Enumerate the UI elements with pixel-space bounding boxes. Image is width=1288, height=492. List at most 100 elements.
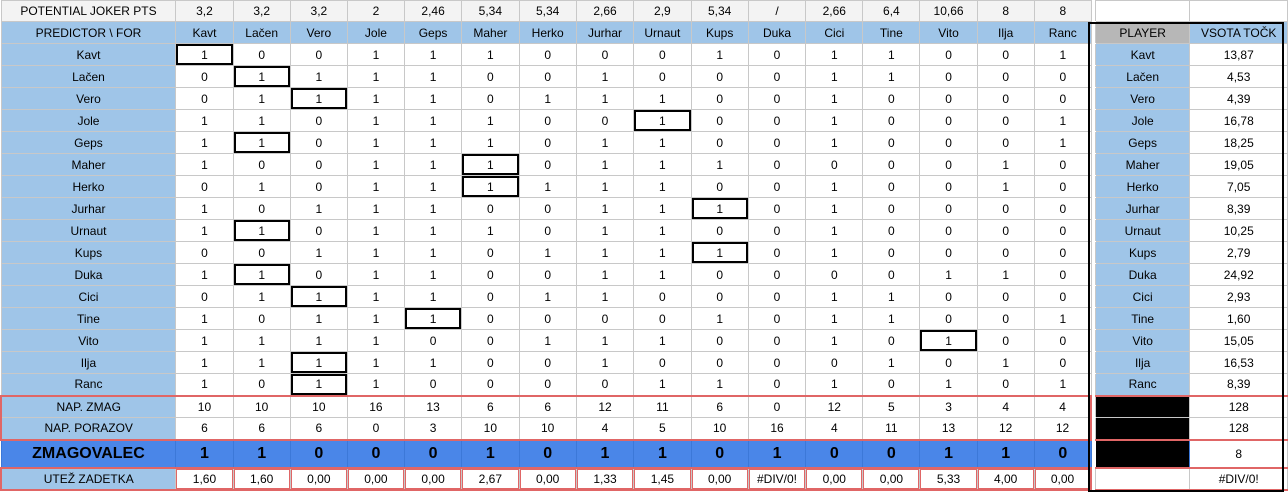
prediction-cell[interactable]: 1 <box>289 351 348 374</box>
prediction-cell[interactable]: 1 <box>346 373 405 396</box>
prediction-cell[interactable]: 1 <box>346 285 405 308</box>
prediction-cell[interactable]: 1 <box>232 285 291 308</box>
utez-zadetka-cell[interactable]: 0,00 <box>690 466 749 491</box>
utez-zadetka-cell[interactable]: 0,00 <box>346 466 405 491</box>
prediction-cell[interactable]: 1 <box>175 131 234 154</box>
prediction-cell[interactable]: 0 <box>403 329 463 352</box>
player-points[interactable]: 4,53 <box>1189 65 1288 88</box>
prediction-cell[interactable]: 0 <box>289 131 348 154</box>
prediction-cell[interactable]: 1 <box>346 109 405 132</box>
prediction-cell[interactable]: 1 <box>346 307 405 330</box>
prediction-cell[interactable]: 1 <box>1033 307 1092 330</box>
column-header-tine[interactable]: Tine <box>862 21 921 44</box>
zmagovalec-cell[interactable]: 1 <box>232 439 291 468</box>
column-header-jurhar[interactable]: Jurhar <box>575 21 635 44</box>
prediction-cell[interactable]: 1 <box>575 329 635 352</box>
joker-pts-label[interactable]: POTENTIAL JOKER PTS <box>0 0 177 22</box>
predictor-name[interactable]: Vito <box>0 329 177 352</box>
prediction-cell[interactable]: 1 <box>403 87 463 110</box>
prediction-cell[interactable]: 0 <box>862 153 921 176</box>
prediction-cell[interactable]: 1 <box>461 131 520 154</box>
prediction-cell[interactable]: 0 <box>232 43 291 66</box>
prediction-cell[interactable]: 1 <box>232 131 291 154</box>
player-points[interactable]: 8,39 <box>1189 197 1288 220</box>
prediction-cell[interactable]: 1 <box>805 65 864 88</box>
predictor-name[interactable]: Ranc <box>0 373 177 396</box>
empty-cell[interactable] <box>1094 466 1191 491</box>
prediction-cell[interactable]: 0 <box>461 263 520 286</box>
prediction-cell[interactable]: 0 <box>1033 351 1092 374</box>
nap-zmag-cell[interactable]: 10 <box>232 394 291 418</box>
prediction-cell[interactable]: 0 <box>690 175 749 198</box>
prediction-cell[interactable]: 0 <box>919 87 978 110</box>
predictor-name[interactable]: Maher <box>0 153 177 176</box>
prediction-cell[interactable]: 1 <box>633 219 692 242</box>
prediction-cell[interactable]: 0 <box>919 285 978 308</box>
predictor-name[interactable]: Kavt <box>0 43 177 66</box>
prediction-cell[interactable]: 0 <box>747 285 807 308</box>
prediction-cell[interactable]: 0 <box>747 43 807 66</box>
corner-header[interactable]: PREDICTOR \ FOR <box>0 21 177 44</box>
zmagovalec-cell[interactable]: 1 <box>919 439 978 468</box>
prediction-cell[interactable]: 0 <box>461 307 520 330</box>
prediction-cell[interactable]: 1 <box>518 241 577 264</box>
prediction-cell[interactable]: 0 <box>575 373 635 396</box>
prediction-cell[interactable]: 1 <box>518 329 577 352</box>
prediction-cell[interactable]: 0 <box>690 219 749 242</box>
nap-zmag-cell[interactable]: 5 <box>862 394 921 418</box>
prediction-cell[interactable]: 0 <box>747 263 807 286</box>
prediction-cell[interactable]: 0 <box>862 175 921 198</box>
prediction-cell[interactable]: 0 <box>747 87 807 110</box>
prediction-cell[interactable]: 1 <box>346 65 405 88</box>
prediction-cell[interactable]: 0 <box>232 373 291 396</box>
prediction-cell[interactable]: 0 <box>518 43 577 66</box>
column-header-herko[interactable]: Herko <box>518 21 577 44</box>
joker-pts-cell[interactable]: 2,66 <box>575 0 635 22</box>
prediction-cell[interactable]: 0 <box>1033 263 1092 286</box>
utez-zadetka-cell[interactable]: 1,60 <box>232 466 291 491</box>
prediction-cell[interactable]: 0 <box>976 307 1035 330</box>
prediction-cell[interactable]: 0 <box>690 109 749 132</box>
prediction-cell[interactable]: 1 <box>232 87 291 110</box>
prediction-cell[interactable]: 0 <box>690 131 749 154</box>
prediction-cell[interactable]: 0 <box>232 153 291 176</box>
prediction-cell[interactable]: 0 <box>575 307 635 330</box>
utez-zadetka-cell[interactable]: 1,60 <box>175 466 234 491</box>
column-header-cici[interactable]: Cici <box>805 21 864 44</box>
prediction-cell[interactable]: 0 <box>747 197 807 220</box>
prediction-cell[interactable]: 1 <box>289 65 348 88</box>
nap-zmag-cell[interactable]: 6 <box>690 394 749 418</box>
player-points[interactable]: 16,53 <box>1189 351 1288 374</box>
prediction-cell[interactable]: 1 <box>633 197 692 220</box>
predictor-name[interactable]: Jurhar <box>0 197 177 220</box>
nap-zmag-cell[interactable]: 10 <box>175 394 234 418</box>
prediction-cell[interactable]: 0 <box>919 43 978 66</box>
prediction-cell[interactable]: 1 <box>175 307 234 330</box>
prediction-cell[interactable]: 1 <box>805 373 864 396</box>
column-header-geps[interactable]: Geps <box>403 21 463 44</box>
prediction-cell[interactable]: 1 <box>175 109 234 132</box>
prediction-cell[interactable]: 0 <box>1033 197 1092 220</box>
prediction-cell[interactable]: 0 <box>976 65 1035 88</box>
predictor-name[interactable]: Duka <box>0 263 177 286</box>
player-name[interactable]: Cici <box>1094 285 1191 308</box>
nap-porazov-cell[interactable]: 10 <box>690 417 749 441</box>
utez-zadetka-cell[interactable]: 2,67 <box>461 466 520 491</box>
player-points[interactable]: 2,93 <box>1189 285 1288 308</box>
prediction-cell[interactable]: 0 <box>518 307 577 330</box>
player-points[interactable]: 1,60 <box>1189 307 1288 330</box>
prediction-cell[interactable]: 0 <box>690 65 749 88</box>
prediction-cell[interactable]: 0 <box>862 329 921 352</box>
prediction-cell[interactable]: 1 <box>805 43 864 66</box>
utez-zadetka-cell[interactable]: 0,00 <box>289 466 348 491</box>
prediction-cell[interactable]: 0 <box>461 329 520 352</box>
column-header-lačen[interactable]: Lačen <box>232 21 291 44</box>
prediction-cell[interactable]: 1 <box>346 219 405 242</box>
nap-zmag-label[interactable]: NAP. ZMAG <box>0 394 177 418</box>
column-header-maher[interactable]: Maher <box>461 21 520 44</box>
prediction-cell[interactable]: 1 <box>403 175 463 198</box>
prediction-cell[interactable]: 1 <box>690 307 749 330</box>
prediction-cell[interactable]: 0 <box>289 219 348 242</box>
prediction-cell[interactable]: 0 <box>747 219 807 242</box>
nap-zmag-cell[interactable]: 6 <box>461 394 520 418</box>
